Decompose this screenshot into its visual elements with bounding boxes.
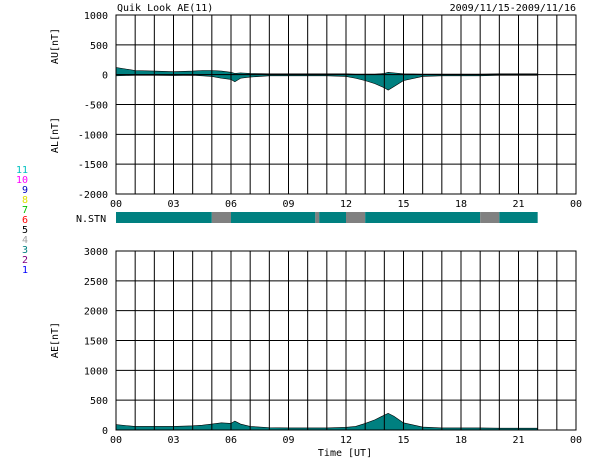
y-tick-label: 0	[102, 426, 108, 437]
y-tick-label: 1500	[84, 337, 108, 348]
x-tick-label: 06	[225, 199, 237, 210]
plot-frame	[115, 250, 577, 431]
legend-number: 6	[22, 215, 28, 226]
y-tick-label: -2000	[78, 190, 108, 201]
station-status-segment	[365, 212, 481, 223]
x-tick-label: 09	[282, 435, 294, 446]
ae-data	[115, 412, 538, 431]
station-status-segment	[319, 212, 346, 223]
station-status-segment	[231, 212, 316, 223]
x-tick-label: 09	[282, 199, 294, 210]
x-tick-label: 21	[512, 199, 524, 210]
x-tick-label: 15	[397, 435, 409, 446]
ae-x-ticks: 00 03 06 09 12 15 18 21 00	[110, 435, 582, 446]
x-tick-label: 06	[225, 435, 237, 446]
au-al-panel: AU[nT] AL[nT] 1000 500 0 -500 -1000 -1500 -200…	[50, 11, 582, 210]
al-series-area	[115, 74, 538, 91]
legend-number: 5	[22, 225, 28, 236]
legend-number: 11	[16, 165, 28, 176]
station-status-segment	[211, 212, 231, 223]
y-tick-label: 2500	[84, 277, 108, 288]
plot-frame	[115, 14, 577, 195]
x-tick-label: 03	[167, 199, 179, 210]
x-tick-label: 18	[455, 435, 467, 446]
y-tick-label: 1000	[84, 11, 108, 22]
au-series-area	[115, 67, 538, 75]
legend-number: 1	[22, 265, 28, 276]
x-tick-label: 00	[570, 435, 582, 446]
legend-number: 9	[22, 185, 28, 196]
x-tick-label: 03	[167, 435, 179, 446]
x-tick-label: 00	[570, 199, 582, 210]
y-tick-label: 1000	[84, 366, 108, 377]
chart-title: Quik Look AE(11)	[117, 3, 213, 14]
station-status-strip: N.STN	[76, 212, 538, 225]
y-tick-label: 2000	[84, 307, 108, 318]
station-status-segment	[346, 212, 366, 223]
legend-number: 4	[22, 235, 28, 246]
legend-number: 2	[22, 255, 28, 266]
au-al-y-ticks: 1000 500 0 -500 -1000 -1500 -2000	[78, 11, 108, 201]
au-al-grid	[115, 14, 577, 195]
x-axis-label: Time [UT]	[318, 448, 372, 459]
ae-grid	[115, 250, 577, 431]
legend-number: 8	[22, 195, 28, 206]
y-tick-label: -500	[84, 101, 108, 112]
nstn-label: N.STN	[76, 214, 106, 225]
station-status-segment	[116, 212, 212, 223]
date-range: 2009/11/15-2009/11/16	[450, 3, 576, 14]
y-tick-label: 3000	[84, 247, 108, 258]
station-status-segment	[499, 212, 538, 223]
legend-number: 7	[22, 205, 28, 216]
ae-series-area	[115, 412, 538, 431]
au-axis-label: AU[nT]	[50, 28, 61, 64]
x-tick-label: 12	[340, 435, 352, 446]
x-tick-label: 12	[340, 199, 352, 210]
legend-number: 10	[16, 175, 28, 186]
y-tick-label: -1000	[78, 130, 108, 141]
y-tick-label: 500	[90, 41, 108, 52]
x-tick-label: 15	[397, 199, 409, 210]
au-al-data	[115, 67, 538, 91]
station-status-segment	[480, 212, 500, 223]
x-tick-label: 21	[512, 435, 524, 446]
y-tick-label: -1500	[78, 160, 108, 171]
au-al-x-ticks: 00 03 06 09 12 15 18 21 00	[110, 199, 582, 210]
station-status-segment	[315, 212, 320, 223]
ae-y-ticks: 3000 2500 2000 1500 1000 500 0	[84, 247, 108, 437]
x-tick-label: 00	[110, 199, 122, 210]
ae-axis-label: AE[nT]	[50, 322, 61, 358]
x-tick-label: 00	[110, 435, 122, 446]
x-tick-label: 18	[455, 199, 467, 210]
al-axis-label: AL[nT]	[50, 117, 61, 153]
y-tick-label: 0	[102, 71, 108, 82]
legend-number: 3	[22, 245, 28, 256]
y-tick-label: 500	[90, 396, 108, 407]
